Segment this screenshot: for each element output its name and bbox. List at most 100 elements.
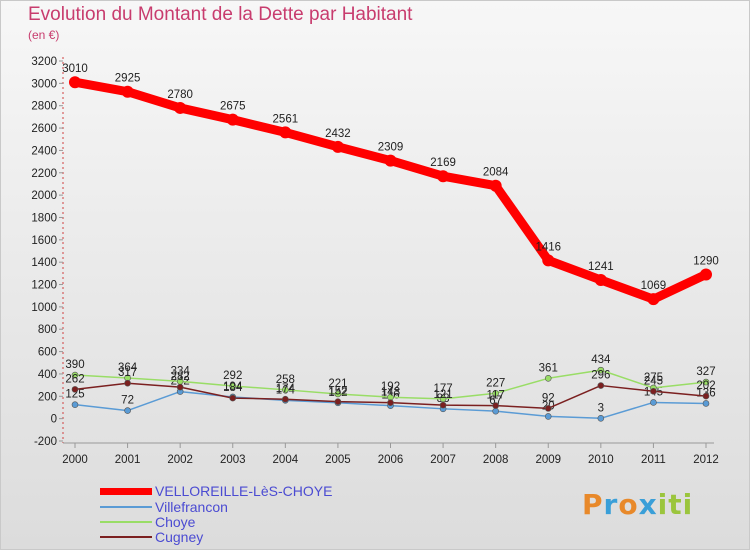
data-label: 262 (65, 373, 84, 385)
data-label: 2432 (325, 128, 351, 140)
data-point (334, 390, 342, 398)
data-label: 334 (171, 365, 191, 377)
x-tick-label: 2001 (115, 454, 141, 466)
data-point (387, 399, 394, 406)
data-point (121, 85, 134, 98)
data-point (384, 154, 397, 167)
data-point (492, 389, 499, 397)
data-label: 434 (591, 354, 611, 366)
data-point (650, 387, 657, 395)
y-tick-label: -200 (34, 436, 57, 448)
y-tick-label: 800 (38, 324, 57, 336)
legend-item: VELLOREILLE-LèS-CHOYE (100, 483, 400, 499)
data-point (176, 383, 184, 391)
data-point (331, 140, 344, 153)
data-point (334, 398, 342, 405)
data-point (124, 379, 131, 387)
legend-item: Villefrancon (100, 499, 400, 515)
data-label: 1416 (535, 241, 561, 253)
data-point (439, 401, 447, 409)
x-tick-label: 2000 (62, 454, 88, 466)
data-point (71, 386, 79, 393)
data-point (650, 399, 657, 406)
data-label: 1241 (588, 261, 614, 273)
legend-item: Choye (100, 514, 400, 530)
data-label: 2309 (378, 142, 404, 154)
legend-swatch (100, 536, 152, 538)
data-label: 258 (276, 374, 295, 386)
data-point (229, 394, 237, 402)
x-tick-label: 2008 (483, 454, 509, 466)
data-point (71, 401, 79, 408)
y-tick-label: 3200 (31, 56, 57, 68)
legend-label: VELLOREILLE-LèS-CHOYE (155, 483, 333, 499)
data-point (702, 400, 710, 407)
x-tick-label: 2003 (220, 454, 246, 466)
data-point (647, 293, 660, 306)
data-point (282, 395, 289, 403)
data-label: 2925 (115, 73, 141, 85)
data-point (492, 402, 499, 409)
data-label: 67 (489, 395, 502, 407)
data-point (279, 126, 292, 139)
y-tick-label: 2400 (31, 145, 57, 157)
data-label: 177 (433, 383, 452, 395)
data-point (702, 378, 710, 386)
data-point (544, 374, 552, 382)
data-label: 72 (121, 395, 134, 407)
y-tick-label: 1800 (31, 212, 57, 224)
data-label: 2780 (167, 89, 193, 101)
x-tick-label: 2005 (325, 454, 351, 466)
data-label: 2169 (430, 157, 456, 169)
y-tick-label: 1200 (31, 280, 57, 292)
data-point (282, 386, 289, 394)
data-point (702, 392, 710, 400)
data-point (437, 170, 450, 183)
data-label: 1290 (693, 255, 719, 267)
legend-label: Villefrancon (155, 499, 228, 515)
y-tick-label: 1000 (31, 302, 57, 314)
data-point (229, 382, 237, 390)
y-tick-label: 0 (51, 414, 57, 426)
data-label: 361 (539, 362, 558, 374)
legend-label: Cugney (155, 529, 204, 545)
y-tick-label: 2200 (31, 168, 57, 180)
data-point (597, 366, 605, 374)
data-point (489, 179, 502, 192)
data-point (542, 254, 555, 267)
x-tick-label: 2012 (693, 454, 719, 466)
x-tick-label: 2002 (167, 454, 193, 466)
data-label: 143 (381, 387, 400, 399)
data-label: 152 (328, 386, 347, 398)
data-label: 92 (542, 392, 555, 404)
chart-subtitle: (en €) (28, 28, 60, 42)
x-tick-label: 2004 (273, 454, 299, 466)
data-label: 2084 (483, 167, 509, 179)
data-label: 192 (381, 381, 400, 393)
y-tick-label: 3000 (31, 78, 57, 90)
proxiti-logo: Proxiti (582, 488, 694, 521)
x-tick-label: 2006 (378, 454, 404, 466)
data-label: 117 (486, 390, 504, 402)
y-tick-label: 2000 (31, 190, 57, 202)
y-tick-label: 2600 (31, 123, 57, 135)
data-label: 3 (598, 402, 604, 414)
legend-label: Choye (155, 514, 196, 530)
data-label: 174 (276, 383, 296, 395)
x-tick-label: 2011 (641, 454, 666, 466)
data-point (597, 415, 605, 422)
data-label: 245 (644, 375, 663, 387)
data-label: 327 (696, 366, 715, 378)
data-label: 282 (171, 371, 190, 383)
data-label: 296 (591, 370, 610, 382)
data-label: 390 (65, 359, 84, 371)
data-point (174, 101, 187, 114)
data-point (700, 268, 712, 281)
data-point (597, 382, 605, 389)
data-label: 2561 (273, 113, 299, 125)
data-label: 364 (118, 362, 138, 374)
legend-swatch (100, 488, 152, 495)
data-point (124, 407, 131, 414)
y-tick-label: 1400 (31, 257, 57, 269)
